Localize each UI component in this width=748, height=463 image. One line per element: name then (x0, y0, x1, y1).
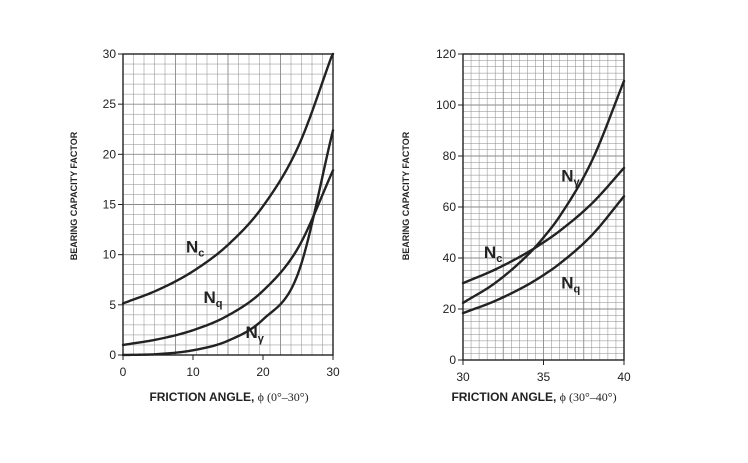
data-point-Nγ (297, 272, 300, 275)
data-point-Nc (297, 146, 300, 149)
x-axis-label-range: ϕ (30°–40°) (560, 390, 617, 404)
curve-label-Nq: Nq (561, 274, 580, 296)
data-point-Nq (526, 284, 529, 287)
curve-label-main: N (246, 323, 258, 342)
data-point-Nc (192, 270, 195, 273)
x-tick-label: 35 (537, 370, 551, 384)
curve-label-sub: q (216, 298, 223, 310)
series-line-Nγ (461, 79, 626, 305)
data-point-Nγ (494, 282, 497, 285)
chart-friction-30-40: 0 20 40 60 80 100 120 30 35 40 BEARING CAPACITY FA… (401, 47, 631, 404)
data-point-Nq (494, 300, 497, 303)
y-tick-label: 60 (443, 200, 457, 214)
data-point-Nγ (462, 302, 465, 305)
data-point-Nq (462, 312, 465, 315)
data-point-Nq (558, 262, 561, 265)
x-tick-label: 30 (326, 365, 340, 379)
data-point-Nc (591, 202, 594, 205)
y-tick-label: 0 (109, 348, 116, 362)
y-tick-label: 120 (436, 47, 456, 61)
data-point-Nq (332, 169, 335, 172)
data-point-Nq (591, 234, 594, 237)
series-line-Nq (461, 195, 626, 315)
data-point-Nc (623, 167, 626, 170)
curve-label-sub: c (198, 248, 204, 260)
data-point-Nq (297, 247, 300, 250)
y-tick-label: 30 (103, 47, 117, 61)
curve-label-sub: γ (573, 177, 580, 189)
y-tick-label: 20 (443, 302, 457, 316)
x-tick-label: 40 (617, 370, 631, 384)
curve-label-sub: c (496, 253, 502, 265)
curve-label-main: N (204, 288, 216, 307)
data-point-Nγ (332, 129, 335, 132)
data-point-Nc (262, 205, 265, 208)
series-line-Nq (121, 169, 335, 347)
data-point-Nc (462, 282, 465, 285)
grid (123, 54, 333, 355)
data-point-Nγ (623, 80, 626, 83)
x-axis-label: FRICTION ANGLE, ϕ (30°–40°) (451, 390, 616, 404)
data-point-Nγ (558, 215, 561, 218)
y-tick-label: 15 (103, 198, 117, 212)
curve-label-sub: γ (258, 333, 265, 345)
data-point-Nγ (591, 160, 594, 163)
data-point-Nq (157, 338, 160, 341)
data-point-Nc (542, 241, 545, 244)
x-tick-label: 30 (456, 370, 470, 384)
data-point-Nc (157, 289, 160, 292)
series-line-Nc (121, 52, 335, 305)
y-tick-label: 0 (449, 353, 456, 367)
y-tick-label: 20 (103, 147, 117, 161)
y-tick-label: 80 (443, 149, 457, 163)
y-tick-label: 5 (109, 298, 116, 312)
data-point-Nγ (542, 236, 545, 239)
data-point-Nq (122, 344, 125, 347)
data-point-Nc (227, 244, 230, 247)
x-axis-label-range: ϕ (0°–30°) (258, 390, 309, 404)
series-line-Nγ (121, 129, 335, 357)
x-axis-label-text: FRICTION ANGLE, (149, 390, 257, 404)
data-point-Nγ (122, 354, 125, 357)
series-line-Nc (461, 166, 626, 285)
data-point-Nq (262, 289, 265, 292)
data-point-Nγ (157, 353, 160, 356)
x-tick-label: 20 (256, 365, 270, 379)
data-point-Nc (122, 302, 125, 305)
y-tick-label: 25 (103, 97, 117, 111)
y-tick-label: 10 (103, 248, 117, 262)
curve-label-main: N (561, 167, 573, 186)
x-tick-label: 10 (186, 365, 200, 379)
curve-label-main: N (561, 274, 573, 293)
y-axis-label: BEARING CAPACITY FACTOR (69, 131, 79, 260)
curve-label-Nc: Nc (484, 243, 502, 265)
chart-friction-0-30: 0 5 10 15 20 25 30 0 10 20 30 BEARING CAPACITY FACT… (69, 47, 340, 404)
data-point-Nγ (227, 339, 230, 342)
curve-label-Nγ: Nγ (561, 167, 580, 189)
x-axis-label-text: FRICTION ANGLE, (451, 390, 559, 404)
x-axis-label: FRICTION ANGLE, ϕ (0°–30°) (149, 390, 308, 404)
data-point-Nγ (192, 349, 195, 352)
data-point-Nq (623, 195, 626, 198)
grid (463, 54, 624, 360)
data-point-Nγ (526, 254, 529, 257)
curve-label-Nq: Nq (204, 288, 223, 310)
data-point-Nq (542, 274, 545, 277)
curve-label-Nγ: Nγ (246, 323, 265, 345)
y-axis-label: BEARING CAPACITY FACTOR (401, 131, 411, 260)
curve-label-main: N (186, 238, 198, 257)
data-point-Nq (192, 329, 195, 332)
data-point-Nc (494, 268, 497, 271)
y-tick-label: 40 (443, 251, 457, 265)
y-tick-label: 100 (436, 98, 456, 112)
curve-label-Nc: Nc (186, 238, 204, 260)
data-point-Nc (558, 230, 561, 233)
curve-label-main: N (484, 243, 496, 262)
x-tick-label: 0 (120, 365, 127, 379)
curve-label-sub: q (573, 284, 580, 296)
data-point-Nq (227, 314, 230, 317)
data-point-Nγ (262, 318, 265, 321)
